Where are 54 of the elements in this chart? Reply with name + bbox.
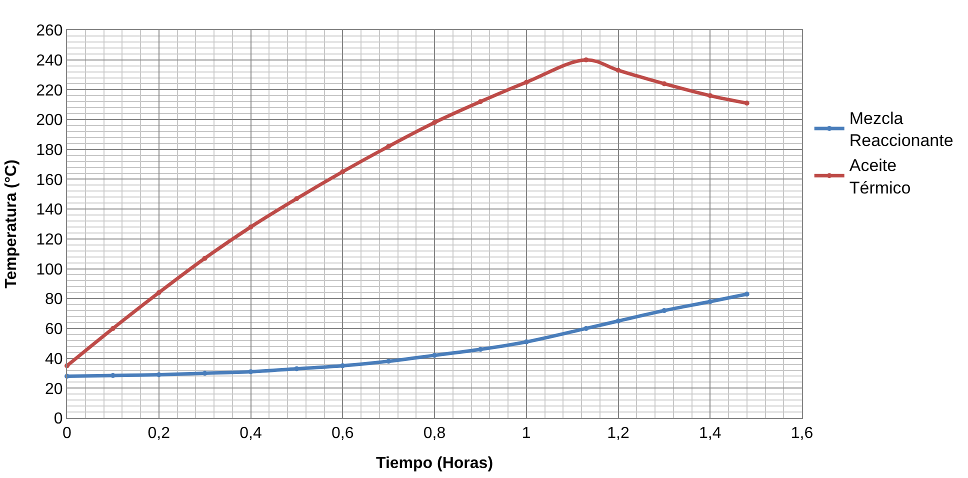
point bbox=[478, 99, 483, 104]
point bbox=[294, 196, 300, 202]
point bbox=[340, 363, 346, 368]
x-axis-title: Tiempo (Horas) bbox=[376, 454, 494, 472]
point bbox=[616, 68, 621, 73]
point bbox=[708, 299, 713, 304]
point bbox=[202, 370, 208, 376]
x-tick-label: 0,4 bbox=[240, 425, 262, 442]
point bbox=[110, 326, 116, 331]
point bbox=[708, 93, 713, 98]
point bbox=[584, 57, 589, 62]
point bbox=[524, 80, 529, 85]
y-tick-label: 200 bbox=[36, 112, 63, 130]
y-tick-label: 180 bbox=[36, 142, 63, 159]
y-axis-title: Temperatura (°C) bbox=[2, 160, 20, 288]
y-tick-label: 20 bbox=[45, 380, 63, 398]
point bbox=[584, 326, 589, 331]
point bbox=[524, 339, 529, 344]
x-tick-label: 1 bbox=[522, 425, 531, 442]
y-tick-label: 140 bbox=[36, 202, 63, 219]
point bbox=[294, 366, 300, 372]
y-tick-label: 160 bbox=[36, 172, 63, 189]
point bbox=[616, 318, 621, 324]
y-tick-label: 40 bbox=[45, 350, 63, 368]
point bbox=[744, 292, 750, 297]
point bbox=[662, 81, 667, 86]
point bbox=[248, 224, 254, 230]
point bbox=[386, 358, 392, 364]
y-tick-label: 260 bbox=[36, 22, 63, 40]
y-tick-label: 0 bbox=[54, 410, 63, 428]
x-tick-label: 0,8 bbox=[423, 425, 446, 442]
x-tick-label: 1,2 bbox=[607, 425, 630, 442]
point bbox=[478, 346, 483, 352]
point bbox=[340, 169, 346, 174]
point bbox=[744, 100, 750, 106]
point bbox=[156, 290, 162, 296]
y-tick-label: 60 bbox=[45, 321, 63, 338]
y-tick-label: 120 bbox=[36, 232, 63, 249]
point bbox=[432, 352, 437, 358]
point bbox=[662, 308, 667, 314]
point bbox=[386, 144, 392, 149]
legend-label: Mezcla Reaccionante bbox=[849, 109, 954, 150]
y-tick-label: 80 bbox=[45, 291, 63, 308]
y-tick-label: 240 bbox=[36, 52, 63, 70]
point bbox=[202, 256, 208, 261]
x-tick-label: 0,2 bbox=[148, 425, 170, 442]
y-tick-label: 100 bbox=[36, 261, 63, 278]
point bbox=[248, 369, 254, 374]
point bbox=[432, 120, 437, 126]
x-tick-label: 1,4 bbox=[699, 425, 722, 442]
y-tick-label: 220 bbox=[36, 82, 63, 100]
legend-label: Aceite Térmico bbox=[849, 156, 911, 198]
x-tick-label: 0,6 bbox=[332, 425, 354, 442]
x-tick-label: 1,6 bbox=[790, 425, 814, 442]
